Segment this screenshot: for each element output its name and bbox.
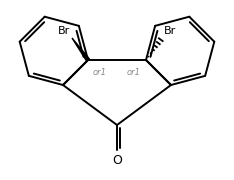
Text: O: O	[112, 154, 122, 167]
Text: Br: Br	[164, 26, 176, 36]
Text: or1: or1	[127, 68, 141, 77]
Polygon shape	[72, 38, 89, 61]
Text: or1: or1	[93, 68, 107, 77]
Text: Br: Br	[58, 26, 70, 36]
